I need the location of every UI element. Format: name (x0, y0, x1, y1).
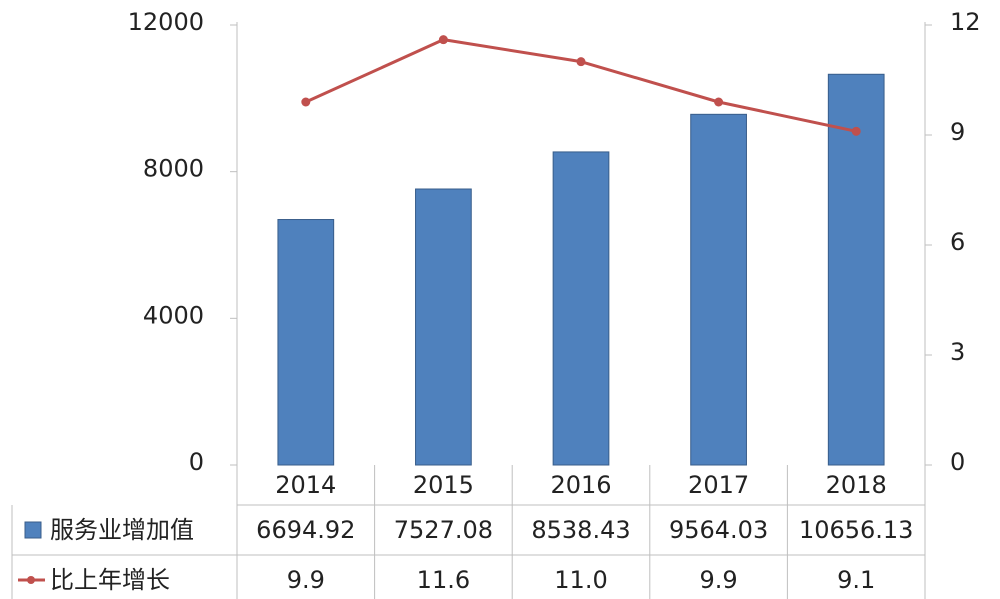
left-axis-tick-label: 0 (189, 448, 204, 476)
left-axis-tick-label: 12000 (128, 8, 204, 36)
line-point (438, 35, 448, 45)
line-value-table-cell: 11.6 (417, 566, 470, 594)
x-axis-category-label: 2017 (688, 471, 749, 499)
line-point (714, 97, 724, 107)
line-series (301, 35, 861, 136)
bar-value-table-cell: 6694.92 (256, 516, 355, 544)
bar-value-table-cell: 9564.03 (669, 516, 768, 544)
bar (690, 113, 747, 466)
line-value-table-cell: 9.9 (287, 566, 325, 594)
x-axis-category-label: 2015 (413, 471, 474, 499)
line-value-table-cell: 9.9 (700, 566, 738, 594)
line-point (851, 126, 861, 136)
legend-line-marker (27, 576, 35, 584)
right-axis-tick-label: 6 (950, 228, 965, 256)
line-value-table-cell: 9.1 (837, 566, 875, 594)
bar (415, 188, 472, 466)
bar-series (277, 73, 885, 466)
left-axis-tick-label: 8000 (143, 155, 204, 183)
axes: 0 4000 8000 12000 0 3 6 9 12 (128, 8, 981, 476)
right-axis-tick-label: 9 (950, 118, 965, 146)
x-axis-category-label: 2016 (550, 471, 611, 499)
right-axis-tick-label: 3 (950, 338, 965, 366)
line-point (576, 57, 586, 67)
right-axis-tick-label: 0 (950, 448, 965, 476)
line-point (301, 97, 311, 107)
bar-value-table-cell: 7527.08 (394, 516, 493, 544)
bar (277, 219, 335, 466)
bar (827, 73, 885, 466)
bar-value-table-cell: 10656.13 (799, 516, 914, 544)
legend-line-label: 比上年增长 (50, 566, 170, 594)
right-axis-tick-label: 12 (950, 8, 981, 36)
legend-bar-symbol (24, 521, 42, 539)
legend-bar-label: 服务业增加值 (50, 516, 194, 544)
x-axis-category-label: 2014 (275, 471, 336, 499)
line-value-table-cell: 11.0 (554, 566, 607, 594)
growth-line (305, 38, 857, 133)
left-axis-tick-label: 4000 (143, 301, 204, 329)
bar (552, 151, 610, 466)
x-axis-category-label: 2018 (826, 471, 887, 499)
bar-value-table-cell: 8538.43 (531, 516, 630, 544)
